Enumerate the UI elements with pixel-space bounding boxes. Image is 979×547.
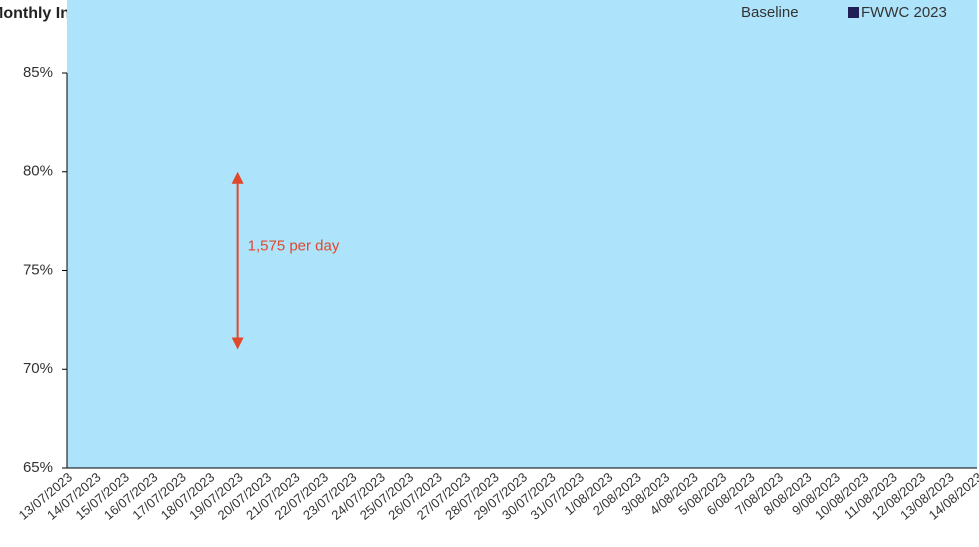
area bbox=[67, 0, 977, 468]
annotation-text: 1,575 per day bbox=[248, 238, 340, 255]
y-tick-label: 65% bbox=[23, 459, 53, 476]
legend-label: Baseline bbox=[741, 4, 799, 21]
y-tick-label: 75% bbox=[23, 261, 53, 278]
y-tick-label: 70% bbox=[23, 360, 53, 377]
y-tick-label: 80% bbox=[23, 163, 53, 180]
legend-swatch bbox=[728, 7, 739, 18]
arrow-head bbox=[231, 337, 244, 350]
y-tick-label: 85% bbox=[23, 64, 53, 81]
arrow-head bbox=[231, 171, 244, 184]
legend-swatch bbox=[848, 7, 859, 18]
legend-label: FWWC 2023 bbox=[861, 4, 947, 21]
